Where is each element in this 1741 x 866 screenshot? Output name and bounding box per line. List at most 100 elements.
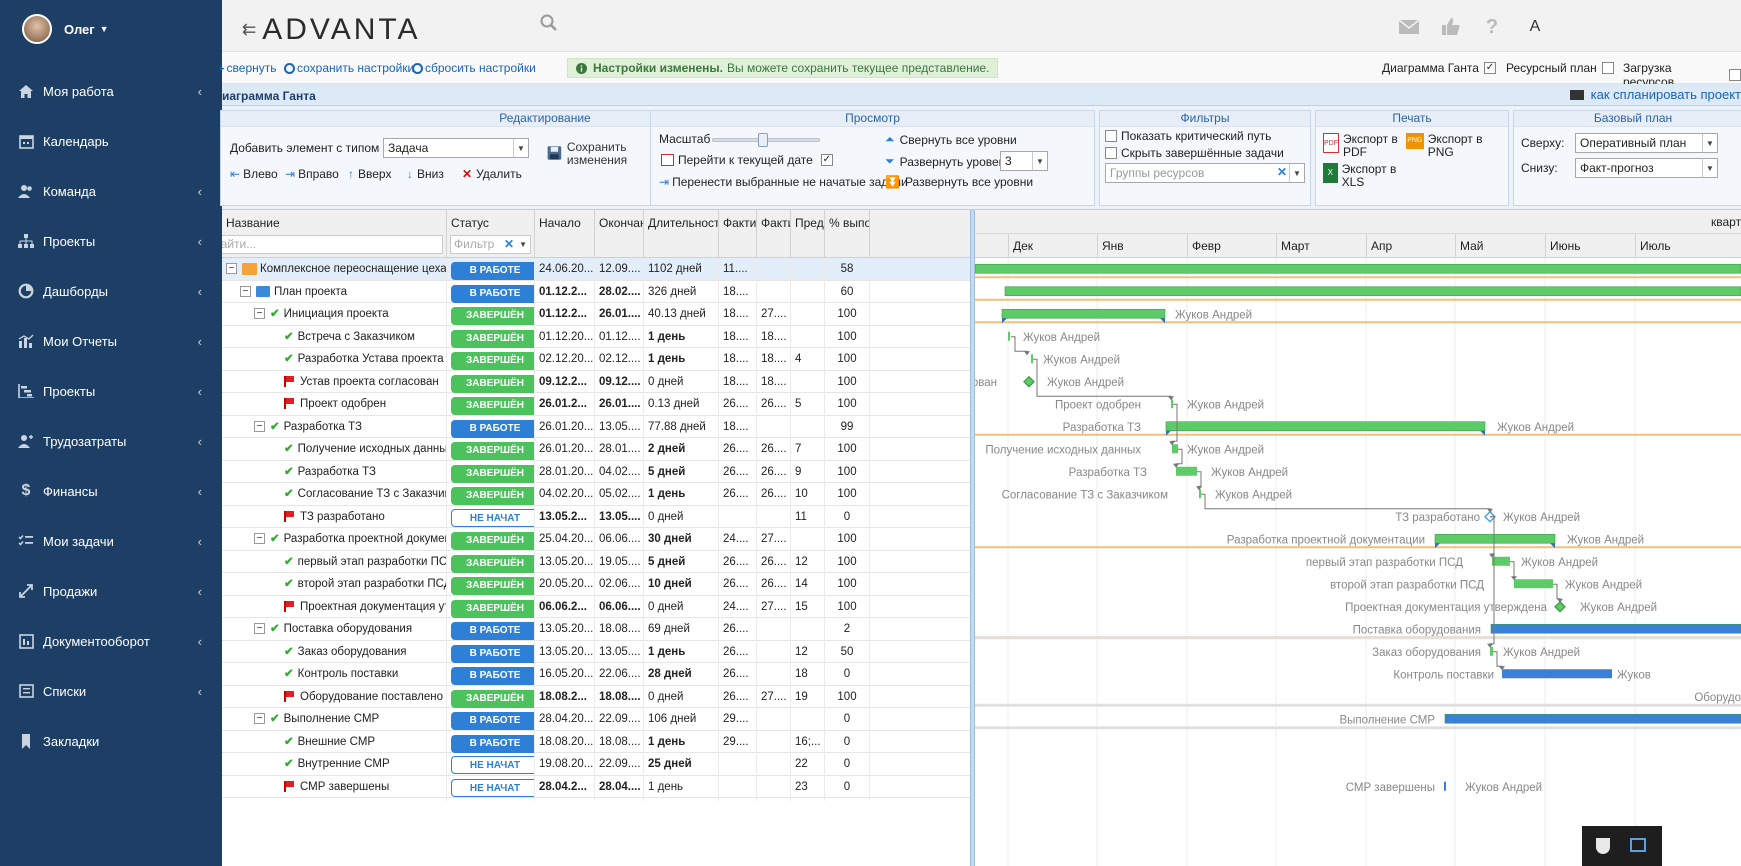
hide-done-toggle[interactable]: Скрыть завершённые задачи [1105,146,1284,160]
status-badge[interactable]: В РАБОТЕ [451,622,534,640]
status-badge[interactable]: ЗАВЕРШЁН [451,487,534,505]
task-name-cell[interactable]: ✔ Контроль поставки [222,663,447,688]
task-name-cell[interactable]: ✔ второй этап разработки ПСД [222,573,447,598]
table-row[interactable]: Устав проекта согласован ЗАВЕРШЁН 09.12.2.… [222,370,970,396]
nav-item-7[interactable]: Трудозатраты ‹ [0,416,222,466]
move-right-button[interactable]: ⇥ Вправо [285,167,339,181]
task-search-input[interactable]: Найти... [222,235,443,254]
end-cell[interactable]: 09.12.... [595,370,644,396]
nav-item-6[interactable]: Проекты ‹ [0,366,222,416]
status-cell[interactable]: ЗАВЕРШЁН [447,325,535,351]
status-cell[interactable]: ЗАВЕРШЁН [447,393,535,418]
task-name-cell[interactable]: − Комплексное переоснащение цеха для ОО [222,258,447,283]
predecessor-cell[interactable]: 7 [791,438,825,463]
actual-start-cell[interactable]: 26.... [719,640,757,666]
scale-slider-handle[interactable] [758,133,768,147]
actual-end-cell[interactable] [757,663,791,688]
end-cell[interactable]: 22.09.... [595,753,644,778]
collapse-all-button[interactable]: ⏶ Свернуть все уровни [885,132,1017,147]
start-cell[interactable]: 26.01.20... [535,438,595,463]
predecessor-cell[interactable] [791,708,825,733]
predecessor-cell[interactable]: 9 [791,460,825,486]
actual-end-cell[interactable] [757,618,791,643]
percent-cell[interactable]: 100 [825,370,870,396]
actual-end-cell[interactable] [757,280,791,306]
end-cell[interactable]: 28.02.... [595,280,644,306]
status-badge[interactable]: ЗАВЕРШЁН [451,532,534,550]
task-name-cell[interactable]: Проектная документация утвер [222,595,447,621]
predecessor-cell[interactable]: 12 [791,640,825,666]
collapse-toggle-icon[interactable]: − [240,285,251,297]
start-cell[interactable]: 25.04.20... [535,528,595,553]
actual-end-cell[interactable]: 26.... [757,460,791,486]
collapse-link[interactable]: ▸ свернуть [220,61,277,75]
thumbs-up-icon[interactable] [1438,15,1464,39]
percent-cell[interactable]: 100 [825,483,870,508]
table-row[interactable]: Оборудование поставлено ЗАВЕРШЁН 18.08.2..… [222,685,970,711]
start-cell[interactable]: 13.05.2... [535,505,595,531]
actual-end-cell[interactable] [757,415,791,441]
task-name-cell[interactable]: СМР завершены [222,775,447,801]
percent-cell[interactable]: 0 [825,753,870,778]
column-header-8[interactable]: % выпол [825,210,870,258]
duration-cell[interactable]: 5 дней [644,460,719,486]
nav-item-9[interactable]: Мои задачи ‹ [0,516,222,566]
status-badge[interactable]: ЗАВЕРШЁН [451,554,534,573]
view-toggle-1[interactable]: Ресурсный план [1506,61,1614,75]
task-name-cell[interactable]: ТЗ разработано [222,505,447,531]
table-row[interactable]: ТЗ разработано НЕ НАЧАТ 13.05.2... 13.05...… [222,505,970,531]
status-cell[interactable]: ЗАВЕРШЁН [447,438,535,463]
actual-end-cell[interactable] [757,775,791,801]
duration-cell[interactable]: 106 дней [644,708,719,733]
end-cell[interactable]: 28.04.... [595,775,644,801]
nav-item-5[interactable]: Мои Отчеты ‹ [0,316,222,366]
logo[interactable]: ADVANTA [262,13,421,46]
start-cell[interactable]: 26.01.20... [535,415,595,441]
collapse-toggle-icon[interactable]: − [254,533,265,545]
status-badge[interactable]: ЗАВЕРШЁН [451,397,534,415]
start-cell[interactable]: 16.05.20... [535,663,595,688]
status-badge[interactable]: ЗАВЕРШЁН [451,329,534,348]
predecessor-cell[interactable] [791,258,825,283]
start-cell[interactable]: 18.08.2... [535,685,595,711]
duration-cell[interactable]: 0 дней [644,595,719,621]
percent-cell[interactable]: 100 [825,573,870,598]
nav-item-4[interactable]: Дашборды ‹ [0,266,222,316]
nav-item-12[interactable]: Списки ‹ [0,666,222,716]
actual-end-cell[interactable] [757,730,791,756]
status-badge[interactable]: ЗАВЕРШЁН [451,577,534,595]
avatar[interactable] [22,14,52,44]
predecessor-cell[interactable]: 14 [791,573,825,598]
percent-cell[interactable]: 100 [825,595,870,621]
status-cell[interactable]: В РАБОТЕ [447,708,535,733]
table-row[interactable]: − ✔ Поставка оборудования В РАБОТЕ 13.05.20.… [222,618,970,643]
duration-cell[interactable]: 1 день [644,348,719,373]
reset-settings-link[interactable]: сбросить настройки [412,61,536,75]
status-cell[interactable]: ЗАВЕРШЁН [447,303,535,328]
predecessor-cell[interactable] [791,370,825,396]
search-icon[interactable] [540,14,558,35]
status-cell[interactable]: НЕ НАЧАТ [447,505,535,531]
end-cell[interactable]: 01.12.... [595,325,644,351]
task-name-cell[interactable]: ✔ Разработка Устава проекта [222,348,447,373]
status-badge[interactable]: В РАБОТЕ [451,419,534,438]
table-row[interactable]: ✔ Контроль поставки В РАБОТЕ 16.05.20... 22.… [222,663,970,688]
status-cell[interactable]: В РАБОТЕ [447,618,535,643]
user-menu[interactable]: Олег ▼ [22,14,109,44]
end-cell[interactable]: 13.05.... [595,640,644,666]
end-cell[interactable]: 05.02.... [595,483,644,508]
actual-start-cell[interactable]: 26.... [719,483,757,508]
actual-start-cell[interactable]: 24.... [719,595,757,621]
start-cell[interactable]: 18.08.20... [535,730,595,756]
actual-start-cell[interactable]: 26.... [719,460,757,486]
table-row[interactable]: ✔ Заказ оборудования В РАБОТЕ 13.05.20... 13… [222,640,970,666]
critical-path-checkbox[interactable] [1105,130,1117,142]
task-name-cell[interactable]: Оборудование поставлено [222,685,447,711]
save-changes-button[interactable]: Сохранить изменения [547,141,643,167]
end-cell[interactable]: 26.01.... [595,393,644,418]
percent-cell[interactable]: 0 [825,505,870,531]
status-badge[interactable]: ЗАВЕРШЁН [451,374,534,393]
duration-cell[interactable]: 1 день [644,325,719,351]
column-header-7[interactable]: Предш [791,210,825,258]
duration-cell[interactable]: 1 день [644,775,719,801]
